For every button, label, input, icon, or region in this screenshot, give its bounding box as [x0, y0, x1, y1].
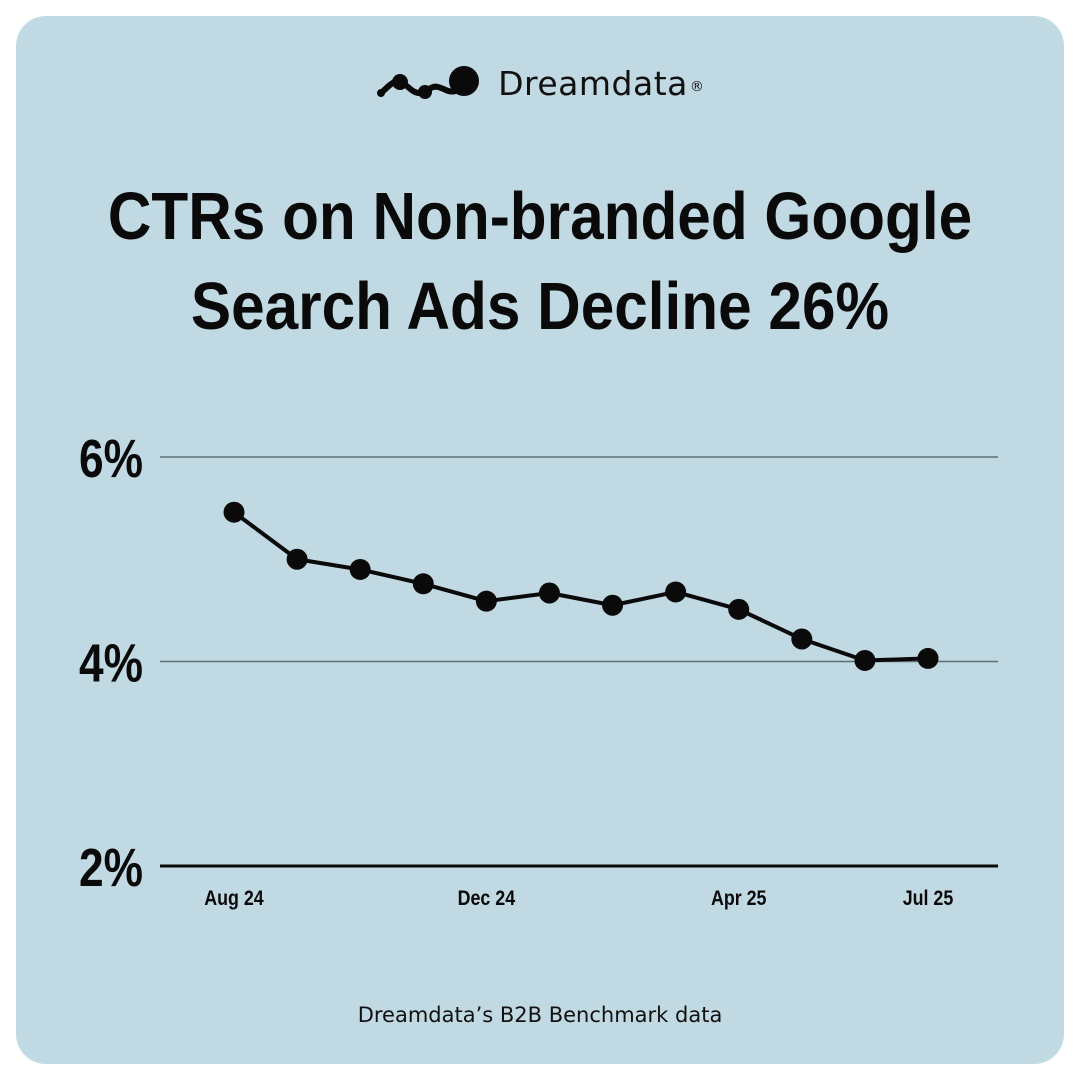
brand-name: Dreamdata: [498, 63, 688, 103]
y-tick-label: 2%: [79, 838, 143, 898]
chart-title: CTRs on Non-branded Google Search Ads De…: [90, 172, 990, 352]
x-tick-label: Dec 24: [458, 887, 516, 911]
data-point: [917, 647, 939, 669]
registered-mark: ®: [689, 79, 704, 95]
data-point: [665, 581, 687, 603]
source-note: Dreamdata’s B2B Benchmark data: [357, 1003, 723, 1027]
chart-card: [16, 16, 1064, 1064]
y-tick-label: 4%: [79, 633, 143, 693]
y-tick-label: 6%: [79, 429, 143, 489]
dreamdata-logo-icon: [377, 66, 480, 99]
data-point: [412, 573, 434, 595]
x-tick-label: Jul 25: [903, 887, 954, 911]
chart-title-line-1: CTRs on Non-branded Google: [107, 179, 973, 254]
x-tick-label: Aug 24: [204, 887, 264, 911]
data-point: [475, 590, 497, 612]
brand-header: Dreamdata ®: [0, 58, 1080, 108]
data-point: [286, 548, 308, 570]
data-point: [728, 598, 750, 620]
data-point: [349, 558, 371, 580]
chart-title-line-2: Search Ads Decline 26%: [190, 269, 890, 344]
data-point: [538, 582, 560, 604]
data-point: [223, 501, 245, 523]
data-point: [791, 628, 813, 650]
series-line: [232, 510, 930, 663]
data-point: [854, 649, 876, 671]
data-point: [602, 594, 624, 616]
x-tick-label: Apr 25: [711, 887, 767, 911]
